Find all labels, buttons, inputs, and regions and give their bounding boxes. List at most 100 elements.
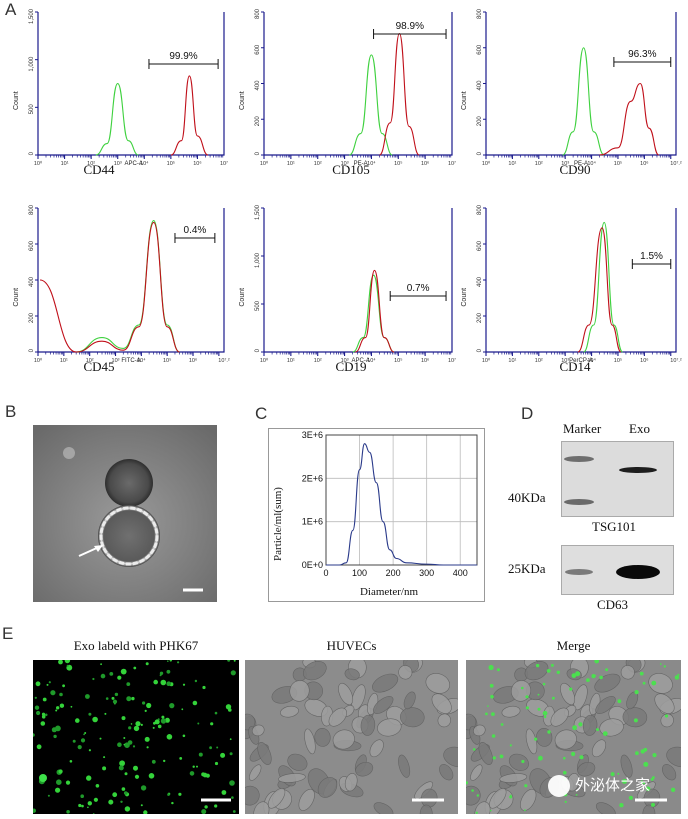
- y-tick-label: 400: [477, 276, 483, 287]
- fluorescent-exosome-dot: [50, 690, 56, 696]
- y-tick-label: 2E+6: [302, 473, 323, 483]
- cell-shape: [267, 788, 286, 809]
- x-tick-label: 10²: [314, 358, 322, 364]
- fluorescent-exosome-dot: [126, 696, 132, 702]
- cell-shape: [249, 764, 262, 781]
- fluorescent-exosome-dot: [112, 792, 118, 798]
- fluorescent-exosome-dot: [546, 669, 551, 673]
- gate-bracket: [148, 59, 219, 69]
- x-tick-label: 10⁷.²: [670, 357, 682, 364]
- y-tick-label: 200: [477, 312, 483, 323]
- fluorescent-exosome-dot: [674, 675, 680, 680]
- fluorescent-exosome-dot: [146, 746, 149, 749]
- fluorescent-exosome-dot: [42, 697, 47, 702]
- fluorescent-exosome-dot: [131, 696, 135, 701]
- flow-cytometry-grid: 1,500 1,000 500 0 Count 10⁰ 10¹ 10² 10³ 10⁴ 10⁵ 10⁶…: [0, 0, 688, 395]
- x-tick-label: 10⁰: [260, 160, 269, 167]
- cell-shape: [251, 724, 265, 737]
- x-tick-label: 10⁰: [260, 357, 269, 364]
- y-tick-label: 0E+0: [302, 560, 323, 570]
- fluorescent-exosome-dot: [643, 761, 649, 767]
- cell-shape: [304, 728, 316, 755]
- fluor-title-merge: Merge: [556, 638, 591, 653]
- fluorescent-exosome-dot: [659, 663, 662, 665]
- x-tick-label: 10⁴: [140, 160, 149, 167]
- fluorescent-exosome-dot: [485, 712, 488, 716]
- fluorescent-exosome-dot: [595, 728, 599, 731]
- fluorescent-exosome-dot: [571, 751, 576, 757]
- cell-shape: [582, 714, 598, 736]
- fluorescent-exosome-dot: [189, 771, 195, 776]
- flow-plot-cd44: 1,500 1,000 500 0 Count 10⁰ 10¹ 10² 10³ 10⁴ 10⁵ 10⁶…: [13, 8, 228, 177]
- fluorescent-exosome-dot: [634, 690, 639, 695]
- x-tick-label: 10⁵: [614, 357, 622, 364]
- fluorescent-exosome-dot: [509, 744, 512, 747]
- plot-frame: [325, 434, 478, 566]
- fluorescent-exosome-dot: [40, 721, 46, 726]
- fluorescent-exosome-dot: [88, 712, 92, 716]
- fluorescent-exosome-dot: [167, 793, 170, 796]
- fluorescent-exosome-dot: [44, 713, 48, 717]
- fluorescent-exosome-dot: [167, 660, 169, 662]
- fluorescent-exosome-dot: [177, 661, 180, 664]
- y-tick-label: 0: [29, 151, 35, 155]
- cell-shape: [257, 742, 272, 765]
- fluorescent-exosome-dot: [547, 730, 551, 734]
- fluorescent-exosome-dot: [229, 752, 233, 756]
- fluorescent-exosome-dot: [159, 674, 162, 677]
- fluorescent-exosome-dot: [108, 799, 114, 805]
- fluorescent-exosome-dot: [66, 664, 69, 667]
- cell-shape: [478, 742, 493, 765]
- y-tick-label: 1,500: [255, 204, 261, 220]
- fluorescent-exosome-dot: [542, 710, 548, 716]
- fluorescent-exosome-dot: [130, 723, 133, 725]
- cell-shape: [662, 764, 677, 781]
- fluorescent-exosome-dot: [617, 772, 620, 775]
- fluorescent-exosome-dot: [171, 801, 174, 805]
- fluorescent-exosome-dot: [143, 810, 148, 815]
- cd63-label: CD63: [597, 597, 629, 612]
- cell-shape: [314, 728, 331, 747]
- fluorescent-exosome-dot: [179, 757, 183, 760]
- fluorescent-exosome-dot: [663, 665, 666, 668]
- channel-label: PerCP-A: [569, 358, 593, 364]
- fluorescent-exosome-dot: [564, 800, 567, 803]
- cell-shape: [622, 707, 648, 728]
- cell-shape: [554, 729, 577, 750]
- fluorescent-exosome-dot: [35, 681, 41, 687]
- x-tick-label: 10⁰: [34, 357, 43, 364]
- kda-25-label: 25KDa: [508, 561, 546, 576]
- fluorescent-exosome-dot: [550, 663, 554, 667]
- fluorescent-exosome-dot: [66, 810, 70, 814]
- fluorescent-exosome-dot: [133, 725, 140, 732]
- fluorescent-exosome-dot: [578, 722, 583, 727]
- fluorescent-exosome-dot: [41, 715, 46, 719]
- fluorescent-exosome-dot: [605, 668, 609, 672]
- x-tick-label: 10²: [314, 161, 322, 167]
- cell-shape: [360, 714, 376, 736]
- positive-histogram-line: [39, 221, 180, 353]
- x-tick-label: 10⁶: [640, 357, 648, 364]
- lane-marker-label: Marker: [563, 421, 602, 436]
- fluorescent-exosome-dot: [56, 706, 60, 710]
- fluorescent-exosome-dot: [109, 672, 114, 676]
- fluorescent-exosome-dot: [124, 806, 131, 812]
- fluorescent-exosome-dot: [161, 715, 165, 719]
- cell-shape: [398, 754, 411, 778]
- cell-shape: [344, 773, 358, 792]
- flow-axes: [37, 12, 225, 156]
- x-tick-label: 10⁴: [367, 357, 376, 364]
- fluorescent-exosome-dot: [586, 678, 590, 682]
- x-tick-label: 10⁰: [482, 160, 491, 167]
- fluorescent-exosome-dot: [59, 703, 65, 708]
- cell-shape: [489, 788, 507, 809]
- fluorescent-exosome-dot: [594, 674, 597, 677]
- control-histogram-line: [95, 82, 139, 156]
- y-tick-label: 800: [29, 204, 35, 215]
- cell-shape: [594, 673, 621, 693]
- fluorescent-exosome-dot: [677, 673, 680, 676]
- gate-percentage: 96.3%: [628, 49, 656, 60]
- fluorescent-exosome-dot: [72, 739, 76, 743]
- fluorescent-exosome-dot: [579, 755, 584, 760]
- cell-shape: [648, 673, 673, 694]
